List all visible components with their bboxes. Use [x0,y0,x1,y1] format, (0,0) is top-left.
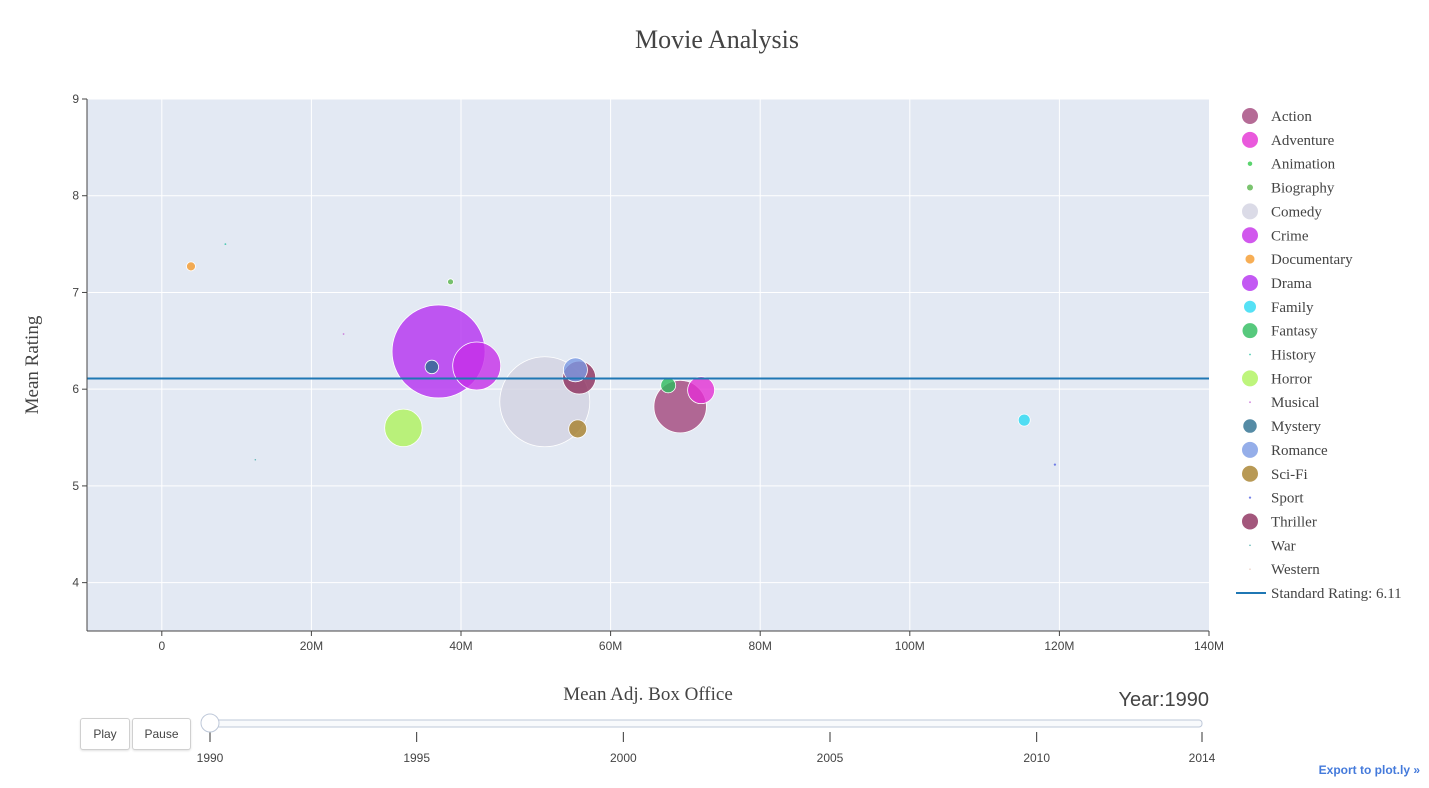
bubble-biography[interactable] [447,278,454,286]
legend-swatch-fantasy [1242,323,1258,339]
bubble-horror[interactable] [384,408,423,448]
x-tick-label: 20M [300,639,323,653]
bubble-romance[interactable] [563,357,588,383]
legend-swatch-western [1249,568,1251,570]
legend-label-documentary[interactable]: Documentary [1271,252,1353,268]
bubble-mystery[interactable] [424,359,439,375]
legend-swatch-comedy [1242,203,1258,220]
pause-button[interactable]: Pause [132,718,191,750]
slider-handle[interactable] [200,713,220,733]
legend-swatch-thriller [1242,513,1258,530]
slider-tick-label: 1990 [197,751,224,765]
y-axis-label: Mean Rating [22,315,43,414]
plot-background [87,99,1209,631]
bubble-crime[interactable] [452,341,502,391]
y-tick-label: 6 [72,382,79,396]
legend-label-western[interactable]: Western [1271,562,1320,578]
y-tick-label: 8 [72,189,79,203]
legend: Action Adventure Animation Biography Comedy C… [1236,108,1402,602]
y-axis-ticks: 4 5 6 7 8 9 [72,92,87,590]
x-axis-ticks: 0 20M 40M 60M 80M 100M 120M 140M [158,631,1224,653]
bubble-war[interactable] [254,459,257,461]
slider-tick-label: 1995 [403,751,430,765]
legend-swatch-history [1249,353,1251,356]
legend-label-thriller[interactable]: Thriller [1271,514,1317,530]
play-button[interactable]: Play [80,718,130,750]
legend-swatch-romance [1242,441,1258,458]
y-tick-label: 9 [72,92,79,106]
x-tick-label: 120M [1044,639,1074,653]
legend-label-comedy[interactable]: Comedy [1271,204,1322,220]
legend-label-fantasy[interactable]: Fantasy [1271,324,1318,340]
legend-label-romance[interactable]: Romance [1271,443,1328,459]
legend-swatch-sport [1248,496,1252,499]
legend-swatch-biography [1247,184,1253,191]
legend-label-mystery[interactable]: Mystery [1271,419,1321,435]
legend-label-adventure[interactable]: Adventure [1271,133,1335,149]
export-to-plotly-link[interactable]: Export to plot.ly » [1318,763,1420,777]
bubble-sci-fi[interactable] [568,419,588,439]
legend-label-action[interactable]: Action [1271,109,1312,125]
slider-current-value: Year:1990 [1119,689,1209,711]
legend-label-sport[interactable]: Sport [1271,491,1304,507]
legend-label-crime[interactable]: Crime [1271,228,1309,244]
legend-label-horror[interactable]: Horror [1271,371,1312,387]
legend-swatch-drama [1242,274,1258,291]
legend-swatch-animation [1247,161,1253,166]
legend-label-animation[interactable]: Animation [1271,157,1336,173]
legend-swatch-sci-fi [1242,465,1258,482]
slider-rail[interactable] [209,719,1203,728]
legend-label-drama[interactable]: Drama [1271,276,1312,292]
y-tick-label: 4 [72,576,79,590]
legend-label-sci-fi[interactable]: Sci-Fi [1271,467,1308,483]
x-tick-label: 60M [599,639,622,653]
bubble-documentary[interactable] [186,261,196,272]
bubble-sport[interactable] [1053,463,1057,466]
y-tick-label: 7 [72,285,79,299]
y-tick-label: 5 [72,479,79,493]
x-tick-label: 0 [158,639,165,653]
legend-swatch-crime [1242,227,1258,244]
bubble-musical[interactable] [342,333,345,335]
slider-ticks: 1990 1995 2000 2005 2010 2014 [197,732,1216,765]
x-tick-label: 40M [449,639,472,653]
chart-title: Movie Analysis [635,25,799,54]
legend-label-standard-rating[interactable]: Standard Rating: 6.11 [1271,586,1402,602]
legend-label-musical[interactable]: Musical [1271,395,1319,411]
slider-tick-label: 2014 [1189,751,1216,765]
legend-swatch-mystery [1243,419,1257,433]
legend-label-history[interactable]: History [1271,348,1317,364]
bubble-fantasy[interactable] [660,377,677,394]
legend-swatch-musical [1249,401,1251,404]
x-axis-label: Mean Adj. Box Office [563,684,733,705]
x-tick-label: 140M [1194,639,1224,653]
legend-swatch-action [1242,108,1258,124]
bubble-adventure[interactable] [687,376,716,405]
legend-swatch-horror [1242,370,1258,387]
bubble-history[interactable] [224,243,227,245]
legend-swatch-adventure [1242,131,1258,148]
legend-label-family[interactable]: Family [1271,300,1314,316]
slider-tick-label: 2000 [610,751,637,765]
bubble-family[interactable] [1017,413,1031,427]
legend-swatch-war [1249,544,1251,547]
legend-label-biography[interactable]: Biography [1271,181,1335,197]
legend-swatch-family [1244,300,1256,313]
slider-tick-label: 2005 [817,751,844,765]
x-tick-label: 80M [749,639,772,653]
grid-lines [87,98,1209,631]
slider-tick-label: 2010 [1023,751,1050,765]
legend-swatch-documentary [1245,254,1255,264]
legend-label-war[interactable]: War [1271,538,1296,554]
x-tick-label: 100M [895,639,925,653]
